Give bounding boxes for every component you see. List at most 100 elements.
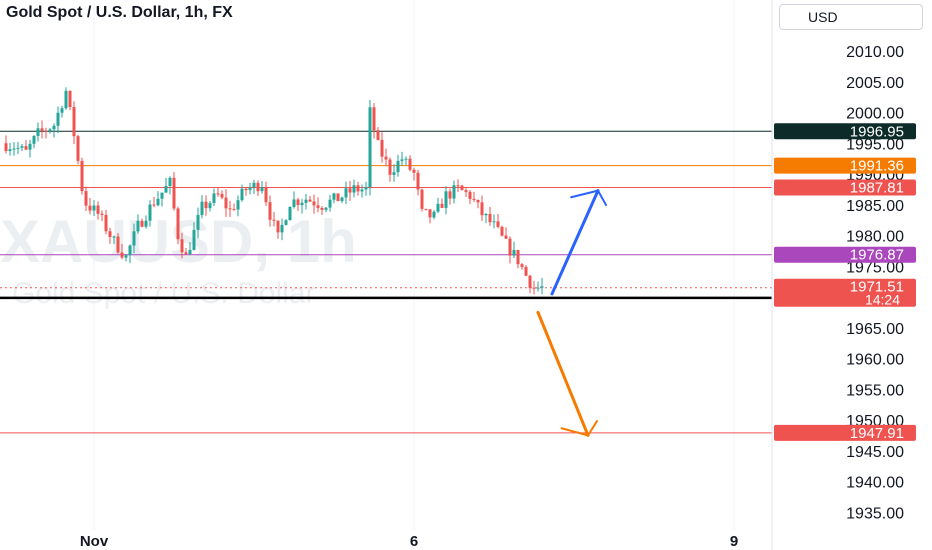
time-tick-label: 6 (410, 533, 418, 550)
price-label-text: 1947.91 (850, 425, 904, 442)
candle-body (192, 229, 196, 250)
candle-body (496, 221, 500, 227)
price-tick-label: 1975.00 (846, 259, 904, 276)
candle-body (476, 199, 480, 203)
time-axis[interactable]: Nov 6 9 (80, 533, 738, 550)
candle-body (40, 128, 44, 131)
candle-body (300, 202, 304, 206)
candle-body (156, 198, 160, 206)
candle-body (272, 219, 276, 221)
candle-body (160, 192, 164, 199)
candle-body (28, 143, 32, 150)
price-tick-label: 2010.00 (846, 44, 904, 61)
candle-body (432, 211, 436, 218)
up-arrow-shaft[interactable] (550, 189, 600, 296)
candle-body (232, 209, 236, 211)
candle-body (348, 188, 352, 193)
candle-body (316, 205, 320, 208)
candle-body (396, 160, 400, 173)
candle-body (528, 275, 532, 288)
candle-body (524, 266, 528, 276)
currency-button[interactable]: USD (779, 4, 923, 30)
candle-body (324, 207, 328, 210)
candle-body (472, 198, 476, 200)
candle-body (464, 190, 468, 192)
candle-body (380, 139, 384, 157)
candle-body (144, 220, 148, 227)
candle-body (520, 264, 524, 267)
candle-body (408, 158, 412, 170)
candle-body (260, 187, 264, 192)
candle-body (356, 185, 360, 192)
price-axis[interactable]: 2010.002005.002000.001995.001990.001985.… (771, 0, 904, 550)
candle-body (460, 185, 464, 191)
candle-body (336, 193, 340, 202)
candle-body (140, 220, 144, 227)
horizontal-levels[interactable] (0, 130, 772, 434)
candle-body (368, 107, 372, 188)
candles[interactable] (4, 87, 544, 295)
candle-body (512, 249, 516, 256)
candle-body (64, 90, 68, 109)
chart-title: Gold Spot / U.S. Dollar, 1h, FX (6, 4, 233, 21)
candle-body (24, 146, 28, 150)
candle-body (312, 201, 316, 206)
candle-body (52, 125, 56, 130)
candle-body (132, 231, 136, 246)
candle-body (384, 156, 388, 160)
candle-body (352, 185, 356, 193)
candle-body (488, 213, 492, 223)
price-label-badge (774, 157, 916, 174)
candle-body (388, 159, 392, 175)
candle-body (4, 143, 8, 152)
candle-body (532, 287, 536, 289)
candle-body (184, 252, 188, 255)
candle-body (176, 208, 180, 240)
candle-body (416, 172, 420, 190)
candle-body (452, 185, 456, 199)
candle-body (120, 252, 124, 258)
watermark-description: Gold Spot / U.S. Dollar (12, 277, 315, 310)
candle-body (296, 199, 300, 206)
price-label-text: 1987.81 (850, 179, 904, 196)
candle-body (196, 214, 200, 230)
candle-body (424, 208, 428, 210)
candle-body (468, 191, 472, 199)
price-tick-label: 2005.00 (846, 75, 904, 92)
candle-body (376, 130, 380, 140)
candle-body (32, 136, 36, 144)
price-tick-label: 1980.00 (846, 229, 904, 246)
candle-body (88, 205, 92, 211)
candle-body (328, 199, 332, 208)
price-tick-label: 1965.00 (846, 321, 904, 338)
candle-body (412, 169, 416, 173)
candle-body (76, 136, 80, 161)
candle-body (148, 204, 152, 221)
candle-body (292, 199, 296, 207)
candle-body (492, 221, 496, 223)
candle-body (400, 159, 404, 161)
candle-body (180, 239, 184, 253)
candle-body (68, 90, 72, 107)
candle-body (308, 199, 312, 202)
candle-body (124, 255, 128, 258)
candle-body (188, 249, 192, 255)
candle-body (20, 146, 24, 148)
candle-body (228, 208, 232, 210)
candle-body (204, 201, 208, 209)
candle-body (16, 147, 20, 149)
projection-arrows[interactable] (536, 189, 608, 437)
candle-body (392, 172, 396, 175)
candle-body (444, 191, 448, 208)
candle-body (8, 149, 12, 152)
candle-body (36, 128, 40, 137)
candle-body (440, 203, 444, 208)
level-labels: 1996.951991.361987.811976.871969.861947.… (774, 123, 916, 442)
down-arrow-shaft[interactable] (536, 310, 590, 437)
candle-body (84, 191, 88, 206)
countdown-label-text: 14:24 (865, 292, 900, 308)
candle-body (12, 148, 16, 150)
candle-body (332, 193, 336, 200)
candle-body (72, 106, 76, 137)
